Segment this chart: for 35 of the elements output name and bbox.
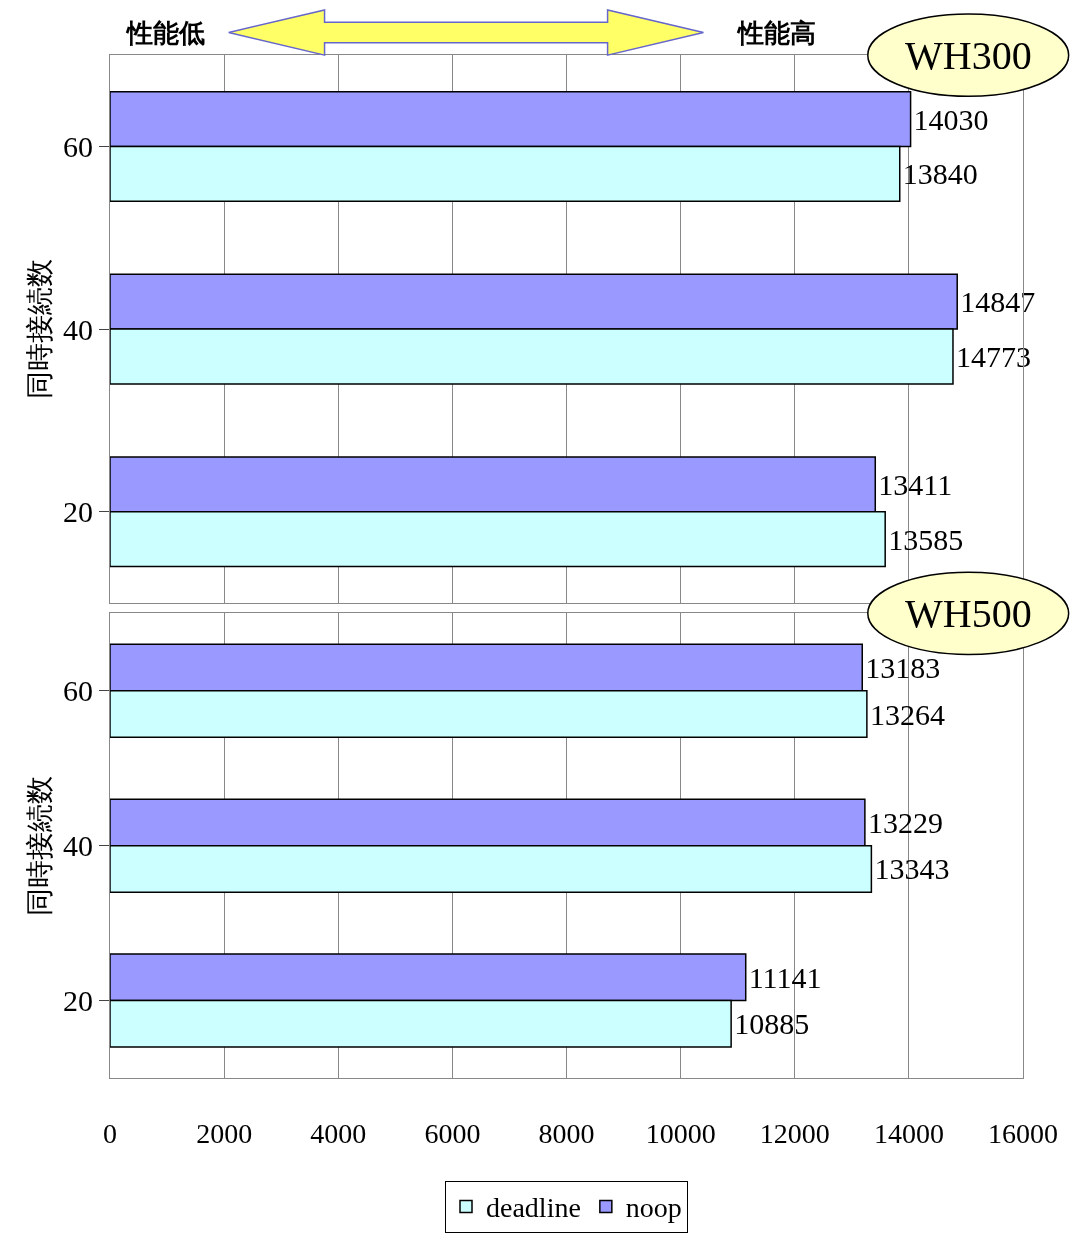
data-label: 14030 <box>913 102 989 136</box>
legend-label: deadline <box>486 1192 581 1224</box>
y-tick-label: 60 <box>63 674 93 708</box>
y-tick-label: 60 <box>63 129 93 163</box>
data-label: 10885 <box>734 1007 810 1041</box>
data-label: 13343 <box>874 852 950 886</box>
y-axis-title: 同時接続数 <box>22 775 56 916</box>
x-tick-label: 6000 <box>424 1117 481 1149</box>
x-tick-label: 16000 <box>988 1117 1058 1149</box>
text: 性能高 <box>736 18 816 48</box>
x-tick-label: 8000 <box>538 1117 595 1149</box>
x-tick-label: 12000 <box>759 1117 830 1149</box>
y-tick-label: 40 <box>63 312 93 346</box>
x-tick-label: 10000 <box>645 1117 716 1149</box>
data-label: 14847 <box>960 285 1036 319</box>
legend-label: noop <box>625 1192 682 1224</box>
x-tick-label: 4000 <box>310 1117 367 1149</box>
text: 性能低 <box>125 18 205 48</box>
annotation: WH500 <box>905 591 1032 636</box>
data-label: 13840 <box>902 157 978 191</box>
x-tick-label: 2000 <box>196 1117 253 1149</box>
y-axis-title: 同時接続数 <box>22 259 56 400</box>
data-label: 13229 <box>867 805 943 839</box>
data-label: 11141 <box>748 960 822 994</box>
x-tick-label: 14000 <box>873 1117 944 1149</box>
data-label: 13411 <box>878 467 953 501</box>
data-label: 14773 <box>955 339 1031 373</box>
data-label: 13183 <box>865 651 941 685</box>
annotation: WH300 <box>905 33 1032 78</box>
data-label: 13585 <box>888 522 964 556</box>
y-tick-label: 20 <box>63 984 93 1018</box>
y-tick-label: 20 <box>63 495 93 529</box>
y-tick-label: 40 <box>63 829 93 863</box>
data-label: 13264 <box>869 697 945 731</box>
x-tick-label: 0 <box>103 1117 117 1149</box>
